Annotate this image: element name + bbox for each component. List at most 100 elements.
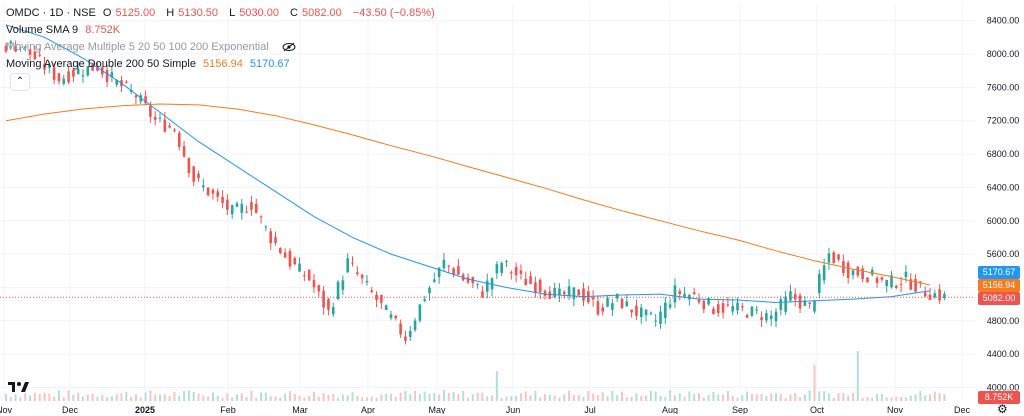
candle-body	[125, 81, 128, 83]
settings-gear-icon[interactable]: ⚙	[997, 402, 1008, 416]
candle-body	[505, 260, 508, 262]
candle-body	[442, 259, 446, 269]
volume-bar	[837, 393, 840, 401]
volume-bar	[803, 394, 806, 401]
volume-bar	[130, 396, 133, 401]
volume-bar	[929, 394, 931, 401]
volume-bar	[558, 397, 561, 401]
tradingview-logo-icon[interactable]	[6, 378, 32, 394]
y-tick-label: 5600.00	[987, 249, 1020, 259]
candle-body	[904, 271, 908, 278]
volume-bar	[712, 391, 715, 401]
candle-body	[221, 196, 224, 203]
volume-bar	[678, 393, 681, 401]
candle-body	[158, 117, 162, 119]
volume-bar	[332, 394, 335, 401]
candle-body	[765, 313, 768, 321]
volume-bar	[823, 391, 826, 401]
volume-bar	[789, 394, 792, 401]
candle-body	[303, 275, 306, 277]
candle-body	[625, 301, 629, 307]
volume-bar	[33, 392, 36, 401]
candle-body	[389, 314, 393, 319]
candle-body	[226, 199, 229, 210]
volume-bar	[115, 394, 118, 401]
candle-body	[745, 314, 749, 318]
candle-body	[375, 294, 378, 301]
volume-bar	[394, 397, 397, 401]
volume-bar	[173, 392, 176, 401]
candle-body	[298, 263, 301, 272]
volume-bar	[515, 395, 518, 401]
candle-body	[384, 305, 388, 310]
ma200-line	[5, 103, 931, 286]
volume-bar	[409, 394, 412, 401]
volume-bar	[264, 392, 267, 401]
candle-body	[923, 292, 927, 297]
hidden-eye-icon[interactable]	[282, 42, 296, 52]
volume-bar	[197, 393, 200, 401]
volume-bar	[510, 396, 513, 401]
volume-bar	[433, 392, 436, 401]
ma-double-legend[interactable]: Moving Average Double 200 50 Simple 5156…	[6, 58, 294, 71]
candle-body	[317, 285, 321, 292]
candle-body	[341, 280, 345, 290]
candle-body	[630, 309, 633, 313]
volume-value: 8.752K	[85, 24, 121, 36]
volume-bar	[649, 390, 652, 401]
volume-bar	[110, 396, 113, 401]
volume-bar	[621, 391, 623, 401]
candle-body	[875, 277, 879, 283]
volume-bar	[880, 393, 883, 401]
candle-body	[707, 298, 710, 305]
candle-body	[524, 279, 528, 286]
candle-body	[837, 254, 840, 260]
ma-multiple-legend[interactable]: Moving Average Multiple 5 20 50 100 200 …	[6, 41, 296, 54]
volume-bar	[625, 397, 628, 401]
volume-bar	[572, 394, 575, 401]
candle-body	[274, 237, 277, 243]
volume-bar	[616, 394, 619, 401]
candle-body	[230, 205, 234, 215]
symbol-title[interactable]: OMDC · 1D · NSE	[6, 7, 96, 19]
volume-bar	[606, 396, 609, 401]
candle-body	[433, 279, 436, 282]
volume-bar	[240, 393, 243, 401]
volume-bar	[356, 395, 359, 401]
volume-bar	[14, 394, 17, 401]
volume-bar	[702, 397, 705, 401]
candle-body	[96, 66, 99, 71]
volume-bar	[645, 395, 648, 401]
candle-body	[245, 211, 248, 213]
candle-body	[919, 281, 922, 283]
candle-body	[307, 270, 311, 281]
volume-bar	[717, 394, 720, 401]
volume-bar	[500, 397, 503, 401]
candle-body	[611, 303, 614, 310]
candle-body	[895, 285, 898, 288]
candle-body	[615, 293, 619, 299]
volume-bar	[96, 396, 99, 401]
volume-bar	[341, 394, 344, 401]
candle-body	[673, 285, 677, 303]
y-tick-label: 4000.00	[987, 382, 1020, 392]
volume-bar	[601, 392, 604, 401]
candle-body	[832, 252, 836, 263]
volume-bar	[452, 391, 455, 401]
volume-bar	[471, 394, 474, 401]
volume-bar	[895, 396, 898, 401]
candle-body	[899, 283, 903, 285]
y-tick-label: 7600.00	[987, 82, 1020, 92]
volume-bar	[856, 351, 859, 401]
volume-bar	[698, 393, 700, 401]
volume-legend[interactable]: Volume SMA 9 8.752K	[6, 24, 124, 37]
candle-body	[510, 272, 513, 274]
candle-body	[336, 282, 340, 300]
candle-body	[48, 65, 51, 68]
collapse-legend-button[interactable]: ⌃	[10, 73, 30, 91]
low-value: L 5030.00	[229, 7, 279, 19]
candle-body	[500, 263, 503, 273]
volume-bar	[67, 390, 70, 401]
candle-body	[351, 262, 354, 264]
open-value: O 5125.00	[102, 7, 156, 19]
